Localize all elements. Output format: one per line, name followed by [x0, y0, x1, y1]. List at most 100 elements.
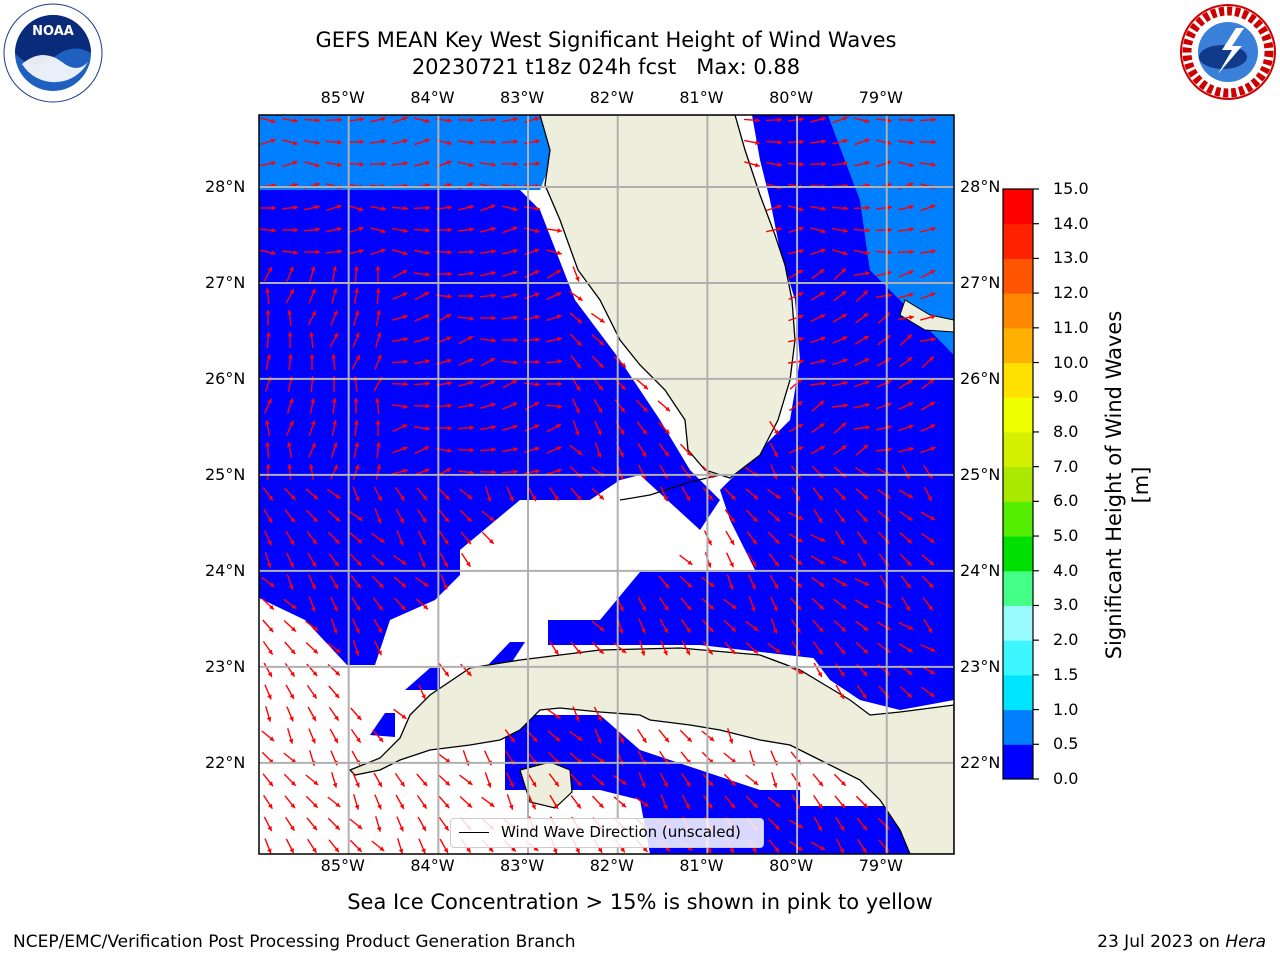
wave-arrowhead [908, 182, 914, 187]
wave-arrowhead [267, 517, 273, 523]
colorbar-segment [1003, 223, 1033, 259]
colorbar-tick-label: 15.0 [1053, 179, 1089, 198]
wave-arrowhead [491, 139, 496, 145]
wave-arrowhead [752, 802, 758, 808]
wave-arrowhead [399, 518, 404, 524]
wave-arrowhead [843, 228, 848, 233]
wave-arrowhead [534, 116, 540, 122]
wave-arrowhead [379, 538, 385, 543]
wave-arrowhead [664, 583, 670, 588]
wave-arrowhead [621, 780, 627, 785]
wave-arrowhead [287, 310, 292, 315]
wave-arrowhead [447, 271, 452, 277]
wave-arrowhead [754, 162, 760, 168]
wave-arrowhead [425, 250, 430, 255]
wave-arrowhead [862, 847, 867, 853]
wave-arrowhead [556, 292, 562, 297]
wave-arrowhead [271, 228, 276, 233]
wave-arrowhead [863, 648, 868, 654]
wave-arrowhead [535, 337, 540, 342]
wave-arrowhead [930, 226, 936, 232]
wave-arrowhead [513, 360, 518, 365]
wave-arrowhead [597, 847, 603, 853]
wave-arrowhead [357, 538, 362, 544]
wave-arrowhead [797, 846, 803, 851]
wave-arrowhead [377, 782, 382, 787]
colorbar-tick-label: 8.0 [1053, 421, 1079, 441]
wave-arrowhead [862, 693, 867, 699]
map-legend: Wind Wave Direction (unscaled) [450, 818, 764, 848]
wave-arrowhead [359, 161, 364, 167]
wave-arrowhead [820, 116, 826, 122]
wave-arrowhead [291, 626, 296, 632]
wave-arrowhead [355, 605, 361, 611]
footer-date: 23 Jul 2023 on Hera [1097, 932, 1266, 952]
wave-arrowhead [842, 116, 848, 121]
lon-tick-label-bottom: 82°W [589, 856, 634, 875]
wave-arrowhead [643, 802, 649, 807]
wave-arrowhead [402, 424, 408, 429]
wave-arrowhead [865, 205, 870, 211]
wave-arrowhead [311, 442, 316, 448]
wave-arrowhead [799, 161, 804, 167]
wave-arrowhead [775, 802, 781, 807]
lon-tick-label-bottom: 81°W [679, 856, 724, 875]
wave-arrowhead [886, 160, 892, 165]
wave-arrowhead [309, 354, 315, 359]
wave-arrowhead [335, 494, 341, 499]
lat-tick-label-left: 22°N [205, 752, 246, 772]
wave-arrowhead [315, 140, 320, 145]
lon-tick-label-bottom: 84°W [410, 856, 455, 875]
wave-arrowhead [556, 314, 562, 320]
wave-arrowhead [377, 650, 382, 656]
wave-arrowhead [490, 226, 496, 232]
wave-arrowhead [444, 825, 449, 831]
wave-arrowhead [290, 495, 296, 500]
lon-tick-label-top: 85°W [320, 88, 365, 107]
wave-arrowhead [402, 116, 408, 121]
wave-arrowhead [446, 314, 452, 319]
wave-arrowhead [596, 452, 602, 458]
wave-arrowhead [708, 781, 713, 787]
wave-arrowhead [641, 628, 646, 634]
lat-tick-label-right: 27°N [960, 272, 1001, 292]
wave-arrowhead [375, 288, 381, 293]
wave-arrowhead [334, 693, 340, 698]
wave-arrowhead [402, 446, 408, 451]
wave-arrowhead [775, 648, 781, 653]
wave-arrowhead [268, 649, 273, 655]
wave-arrowhead [799, 139, 804, 145]
wave-arrowhead [907, 357, 913, 362]
wave-arrowhead [289, 848, 294, 854]
wave-arrowhead [313, 648, 318, 654]
wave-arrowhead [887, 293, 892, 298]
wave-arrowhead [772, 628, 778, 634]
wave-arrowhead [797, 269, 803, 275]
wave-arrowhead [927, 496, 932, 502]
wave-arrowhead [709, 604, 714, 610]
wave-arrowhead [619, 429, 625, 435]
wave-arrowhead [444, 671, 449, 677]
wave-arrowhead [375, 266, 381, 271]
wave-arrowhead [774, 561, 779, 567]
wave-arrowhead [774, 429, 779, 435]
wave-arrowhead [425, 205, 430, 211]
wave-arrowhead [509, 496, 514, 502]
wave-arrowhead [287, 464, 293, 469]
wave-arrowhead [446, 336, 452, 341]
colorbar-segment [1003, 709, 1033, 745]
wave-arrowhead [730, 780, 736, 786]
wave-arrowhead [512, 380, 518, 385]
wave-arrowhead [445, 758, 451, 763]
wave-arrowhead [577, 450, 583, 455]
wave-arrowhead [865, 425, 870, 430]
wave-arrowhead [907, 516, 913, 521]
wave-arrowhead [310, 420, 316, 426]
wave-arrowhead [798, 226, 804, 232]
wave-arrowhead [863, 603, 869, 609]
wave-arrowhead [333, 332, 338, 338]
wave-arrowhead [553, 803, 559, 809]
map-frame [258, 114, 955, 855]
wave-arrowhead [266, 332, 271, 337]
chart-title: GEFS MEAN Key West Significant Height of… [315, 28, 897, 52]
